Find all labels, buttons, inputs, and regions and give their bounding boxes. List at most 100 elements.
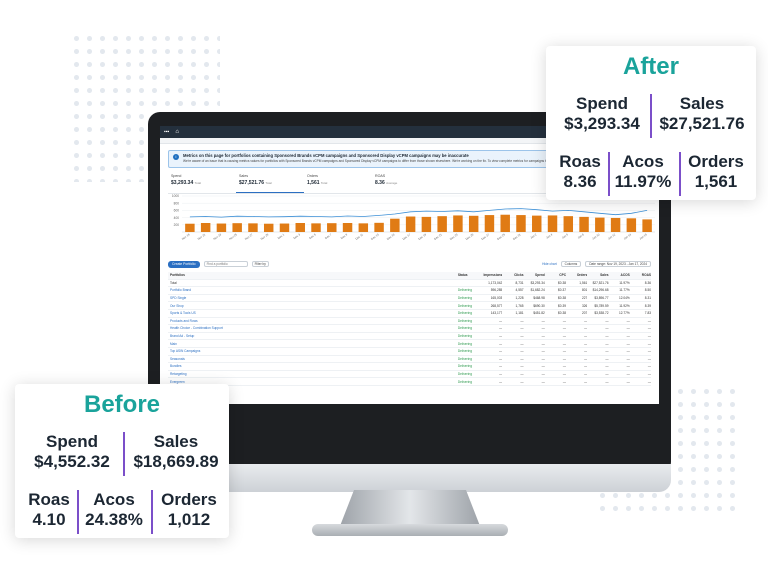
x-tick-label: Dec 13 [370, 232, 380, 241]
app-sub-bar [160, 138, 659, 144]
table-cell: $1,682.24 [530, 288, 545, 293]
metric-orders[interactable]: Orders 1,561 Total [304, 174, 372, 193]
date-range-picker[interactable]: Date range: Nov 19, 2023 - Jan 17, 2024 [585, 261, 651, 267]
metric-value: 1,561 Total [307, 180, 328, 186]
column-header[interactable]: Status [457, 273, 468, 278]
table-cell: — [499, 334, 503, 339]
table-cell: $3,538.72 [594, 311, 609, 316]
status-text: Delivering [457, 288, 473, 293]
portfolio-name-link[interactable]: Sports & Tools US [170, 311, 196, 316]
table-cell: $0.37 [558, 288, 567, 293]
portfolio-search-input[interactable]: Find a portfolio [203, 261, 248, 267]
home-icon[interactable]: ⌂ [175, 129, 179, 135]
toolbar-right: Hide chart Columns Date range: Nov 19, 2… [542, 261, 651, 267]
stat-label: Acos [622, 152, 664, 171]
column-header[interactable]: Portfolios [170, 273, 185, 278]
monitor-screen: ▪▪▪ ⌂ i Metrics on this page for portfol… [160, 126, 659, 404]
table-cell: — [647, 334, 652, 339]
table-cell: — [647, 349, 652, 354]
portfolio-name-link[interactable]: Top ASIN Campaigns [170, 349, 201, 354]
table-cell: — [647, 372, 652, 377]
x-tick-label: Jan 6 [561, 232, 569, 239]
y-tick-label: 1000 [172, 194, 179, 198]
stat-label: Acos [93, 490, 135, 509]
x-tick-label: Dec 25 [465, 232, 475, 241]
divider-bar [151, 490, 153, 534]
column-header[interactable]: CPC [559, 273, 567, 278]
table-cell: $0.38 [558, 296, 567, 301]
table-cell: — [584, 379, 588, 384]
before-results-card: Before Spend $4,552.32 Sales $18,669.89 … [15, 384, 229, 538]
column-header[interactable]: Spend [535, 273, 545, 278]
portfolio-name-link[interactable]: Main [170, 341, 177, 346]
table-cell: 596,285 [490, 288, 503, 293]
portfolio-name-link[interactable]: SPD Single [170, 296, 187, 301]
chart-bar [390, 218, 400, 232]
column-header[interactable]: Impressions [483, 273, 503, 278]
divider-bar [608, 152, 610, 196]
stat-label: Spend [46, 432, 98, 451]
chart-bar [642, 219, 652, 232]
table-cell: — [626, 349, 630, 354]
columns-dropdown[interactable]: Columns [560, 261, 582, 267]
table-cell: 12.77% [618, 311, 630, 316]
portfolio-name-link[interactable]: Seasonals [170, 356, 185, 361]
create-portfolio-button[interactable]: Create Portfolio [168, 260, 200, 268]
table-cell: — [562, 341, 567, 346]
before-roas-stat: Roas 4.10 [23, 490, 75, 530]
before-orders-stat: Orders 1,012 [153, 490, 225, 530]
portfolio-name-link[interactable]: Products and Rows [170, 318, 198, 323]
table-cell: — [562, 326, 567, 331]
table-cell: — [520, 334, 524, 339]
stat-label: Orders [688, 152, 744, 171]
y-tick-label: 400 [174, 216, 180, 220]
hide-chart-link[interactable]: Hide chart [542, 262, 557, 266]
after-sales-stat: Sales $27,521.76 [652, 94, 752, 134]
table-cell: — [520, 379, 524, 384]
metric-sales[interactable]: Sales $27,521.76 Total [236, 174, 304, 193]
after-orders-stat: Orders 1,561 [681, 152, 751, 192]
metric-roas[interactable]: ROAS 8.36 Average [372, 174, 440, 193]
column-header[interactable]: Sales [600, 273, 609, 278]
column-header[interactable]: ACOS [620, 273, 630, 278]
portfolio-name-link[interactable]: Portfolio Brand [170, 288, 192, 293]
monitor-stand-neck [340, 490, 480, 526]
chart-bar [563, 216, 574, 232]
table-row: Total 1,173,042 8,731 $3,293.34 $0.38 1,561 $2… [168, 280, 651, 288]
divider-bar [650, 94, 652, 138]
portfolio-name-link[interactable]: Health Choice - Combination Support [170, 326, 223, 331]
metric-spend[interactable]: Spend $3,293.34 Total [168, 174, 236, 193]
column-header[interactable]: Orders [576, 273, 588, 278]
table-cell: 1,173,042 [488, 280, 503, 285]
table-cell: 8.31 [644, 296, 652, 301]
x-tick-label: Dec 9 [340, 232, 349, 240]
table-cell: — [499, 326, 503, 331]
x-tick-label: Dec 17 [402, 232, 412, 241]
x-tick-label: Dec 29 [496, 232, 506, 241]
x-tick-label: Nov 21 [197, 232, 207, 241]
chart-bar [500, 214, 510, 232]
portfolio-name-link[interactable]: Evergreen [170, 379, 185, 384]
portfolio-name-link[interactable]: Brand Ad - Setup [170, 334, 195, 339]
portfolio-name-link[interactable]: Our Shop [170, 303, 184, 308]
table-cell: — [499, 341, 503, 346]
before-spend-stat: Spend $4,552.32 [23, 432, 121, 472]
column-header[interactable]: ROAS [641, 273, 652, 278]
chart-bar [232, 223, 242, 232]
chart-bar [263, 223, 274, 232]
table-row: Brand Ad - Setup Delivering — — — — — — — — [168, 333, 651, 341]
portfolio-name-link[interactable]: Retargeting [170, 372, 187, 377]
table-row: Bundles Delivering — — — — — — — — [168, 363, 651, 371]
portfolio-name-link[interactable]: Bundles [170, 364, 182, 369]
vcpm-alert-banner: i Metrics on this page for portfolios co… [168, 150, 651, 168]
portfolio-name-link: Total [170, 280, 177, 285]
app-logo-icon: ▪▪▪ [164, 129, 170, 135]
chart-bar [185, 223, 195, 232]
column-header[interactable]: Clicks [514, 273, 524, 278]
chart-bar [295, 223, 305, 232]
table-cell: — [520, 364, 524, 369]
table-cell: — [541, 364, 545, 369]
filter-dropdown[interactable]: Filter by [251, 261, 269, 267]
chart-bar [532, 215, 542, 232]
metric-label: Sales [239, 174, 248, 178]
